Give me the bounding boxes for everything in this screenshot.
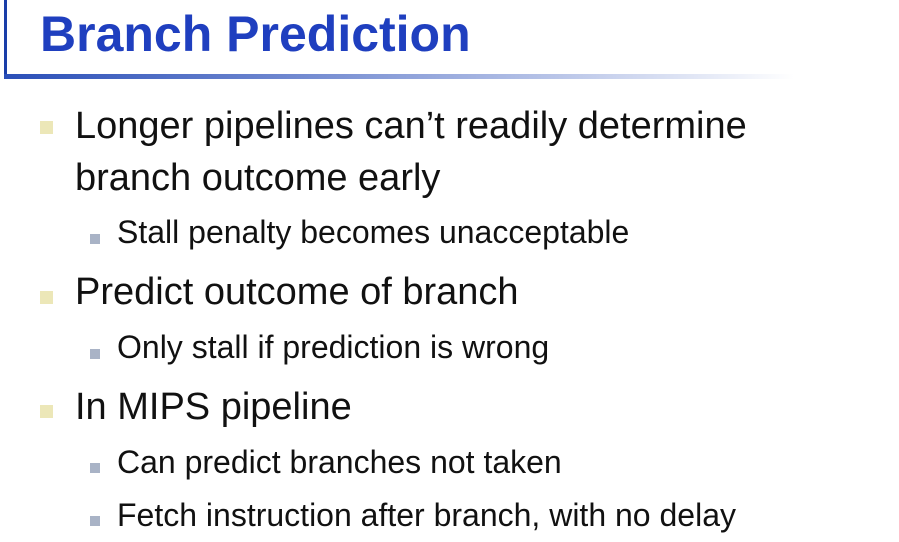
bullet-marker-l1 xyxy=(40,121,53,134)
bullet-marker-l2 xyxy=(90,516,100,526)
subbullet-3-2: Fetch instruction after branch, with no … xyxy=(117,497,736,533)
bullet-3-line-1: In MIPS pipeline xyxy=(75,386,352,428)
bullet-marker-l1 xyxy=(40,405,53,418)
slide-title: Branch Prediction xyxy=(40,6,471,62)
bullet-1-line-1: Longer pipelines can’t readily determine xyxy=(75,105,747,147)
subbullet-1-1: Stall penalty becomes unacceptable xyxy=(117,214,630,250)
bullet-marker-l2 xyxy=(90,463,100,473)
title-accent-bar xyxy=(4,0,7,78)
bullet-2-line-1: Predict outcome of branch xyxy=(75,271,519,313)
subbullet-2-1: Only stall if prediction is wrong xyxy=(117,329,550,365)
subbullet-3-1: Can predict branches not taken xyxy=(117,444,562,480)
bullet-marker-l2 xyxy=(90,234,100,244)
bullet-marker-l1 xyxy=(40,291,53,304)
bullet-1-line-2: branch outcome early xyxy=(75,157,441,199)
bullet-marker-l2 xyxy=(90,349,100,359)
title-underline xyxy=(4,74,794,79)
